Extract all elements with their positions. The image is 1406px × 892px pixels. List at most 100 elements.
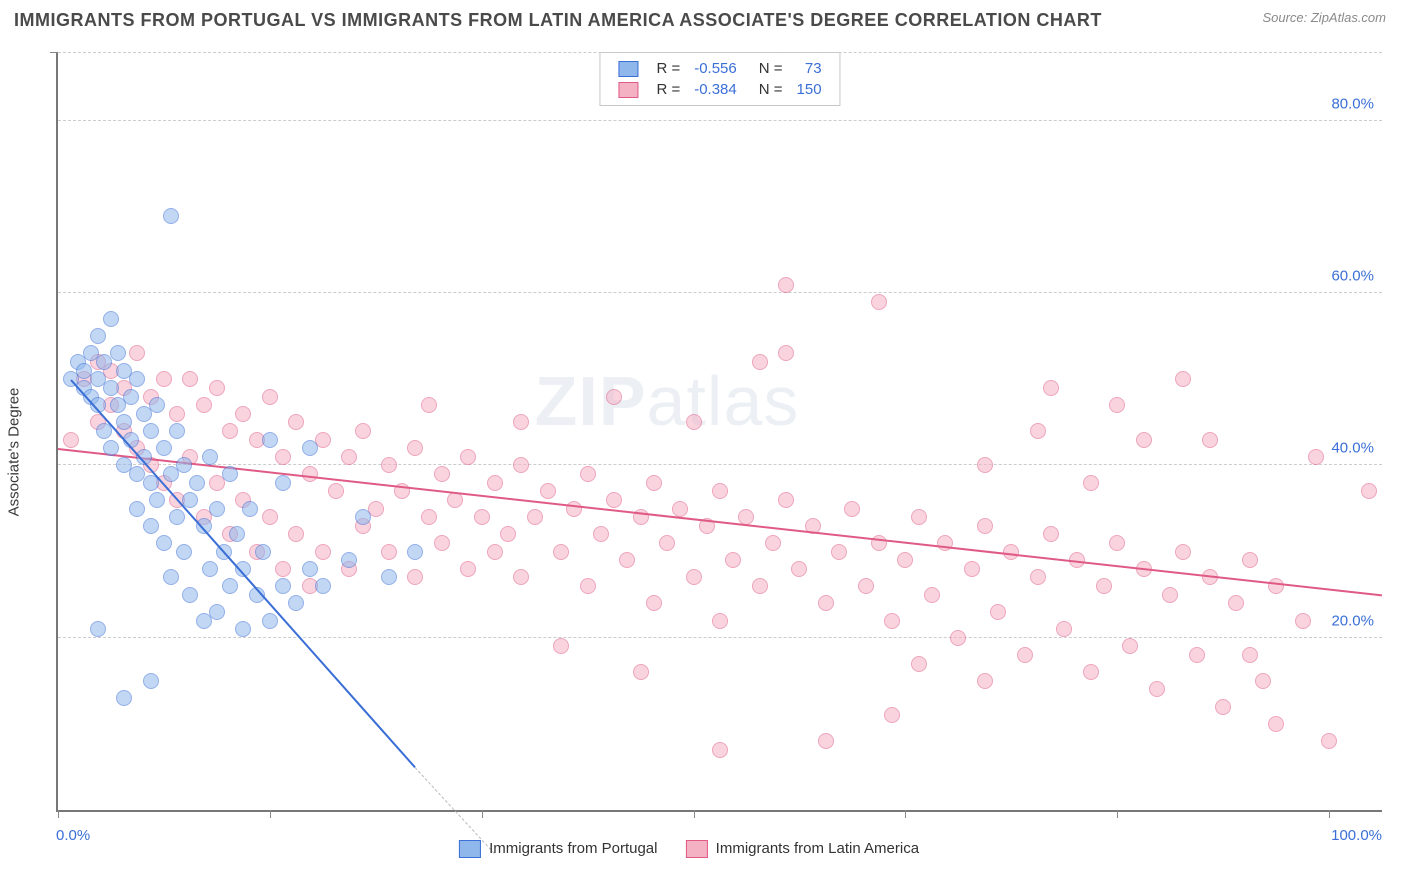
- scatter-point-latin: [1361, 483, 1377, 499]
- scatter-point-latin: [897, 552, 913, 568]
- scatter-point-latin: [659, 535, 675, 551]
- legend-r-value-latin: -0.384: [688, 80, 743, 99]
- scatter-point-latin: [765, 535, 781, 551]
- scatter-point-portugal: [302, 561, 318, 577]
- scatter-point-latin: [355, 423, 371, 439]
- watermark-rest: atlas: [647, 362, 800, 440]
- scatter-point-latin: [275, 561, 291, 577]
- scatter-point-portugal: [123, 389, 139, 405]
- scatter-point-latin: [752, 578, 768, 594]
- scatter-point-portugal: [189, 475, 205, 491]
- scatter-point-latin: [63, 432, 79, 448]
- scatter-point-portugal: [110, 345, 126, 361]
- scatter-point-latin: [1175, 371, 1191, 387]
- source-attribution: Source: ZipAtlas.com: [1262, 10, 1386, 25]
- watermark: ZIPatlas: [535, 361, 800, 441]
- scatter-point-portugal: [156, 440, 172, 456]
- scatter-point-latin: [778, 492, 794, 508]
- legend-bottom-item-portugal: Immigrants from Portugal: [459, 840, 658, 857]
- scatter-point-latin: [977, 518, 993, 534]
- scatter-point-latin: [235, 406, 251, 422]
- scatter-point-latin: [182, 371, 198, 387]
- scatter-point-latin: [1083, 475, 1099, 491]
- scatter-point-latin: [593, 526, 609, 542]
- scatter-point-latin: [580, 466, 596, 482]
- scatter-point-latin: [553, 638, 569, 654]
- scatter-point-latin: [1268, 716, 1284, 732]
- y-tick-label: 80.0%: [1331, 95, 1374, 112]
- scatter-point-latin: [752, 354, 768, 370]
- scatter-point-latin: [288, 414, 304, 430]
- y-tick-label: 60.0%: [1331, 268, 1374, 285]
- series-legend: Immigrants from Portugal Immigrants from…: [459, 840, 947, 858]
- legend-r-label: R =: [650, 59, 686, 78]
- scatter-point-portugal: [209, 604, 225, 620]
- scatter-point-latin: [580, 578, 596, 594]
- scatter-point-portugal: [149, 397, 165, 413]
- scatter-point-latin: [487, 475, 503, 491]
- scatter-point-latin: [302, 466, 318, 482]
- gridline: [58, 464, 1382, 465]
- y-tick-mark: [50, 52, 58, 53]
- scatter-point-latin: [686, 414, 702, 430]
- chart-area: Associate's Degree ZIPatlas R =-0.556N =…: [14, 42, 1392, 862]
- legend-bottom-item-latin: Immigrants from Latin America: [685, 840, 919, 857]
- scatter-point-latin: [500, 526, 516, 542]
- scatter-point-latin: [407, 440, 423, 456]
- scatter-point-latin: [566, 501, 582, 517]
- scatter-point-portugal: [275, 578, 291, 594]
- x-tick-mark: [1329, 810, 1330, 818]
- scatter-point-portugal: [202, 449, 218, 465]
- scatter-point-latin: [646, 595, 662, 611]
- scatter-point-portugal: [381, 569, 397, 585]
- scatter-point-portugal: [275, 475, 291, 491]
- scatter-point-latin: [672, 501, 688, 517]
- scatter-point-latin: [712, 613, 728, 629]
- scatter-point-latin: [1109, 397, 1125, 413]
- gridline: [58, 120, 1382, 121]
- scatter-point-portugal: [90, 621, 106, 637]
- scatter-point-latin: [844, 501, 860, 517]
- scatter-point-latin: [487, 544, 503, 560]
- scatter-point-portugal: [407, 544, 423, 560]
- scatter-point-latin: [871, 294, 887, 310]
- scatter-point-latin: [262, 389, 278, 405]
- scatter-point-portugal: [288, 595, 304, 611]
- scatter-point-latin: [156, 371, 172, 387]
- scatter-point-portugal: [156, 535, 172, 551]
- scatter-point-latin: [129, 345, 145, 361]
- scatter-point-latin: [884, 707, 900, 723]
- scatter-point-latin: [1109, 535, 1125, 551]
- legend-row-latin: R =-0.384N =150: [612, 80, 827, 99]
- y-tick-label: 40.0%: [1331, 440, 1374, 457]
- scatter-point-latin: [778, 345, 794, 361]
- scatter-point-portugal: [222, 466, 238, 482]
- x-tick-mark: [482, 810, 483, 818]
- scatter-point-latin: [209, 380, 225, 396]
- scatter-point-latin: [288, 526, 304, 542]
- scatter-point-latin: [527, 509, 543, 525]
- scatter-point-latin: [474, 509, 490, 525]
- scatter-point-portugal: [315, 578, 331, 594]
- scatter-point-latin: [977, 457, 993, 473]
- scatter-point-portugal: [103, 380, 119, 396]
- scatter-point-latin: [884, 613, 900, 629]
- scatter-point-portugal: [176, 457, 192, 473]
- scatter-point-latin: [1175, 544, 1191, 560]
- scatter-point-portugal: [235, 621, 251, 637]
- scatter-point-portugal: [116, 690, 132, 706]
- x-tick-mark: [905, 810, 906, 818]
- scatter-point-portugal: [143, 673, 159, 689]
- scatter-point-portugal: [355, 509, 371, 525]
- scatter-point-portugal: [129, 371, 145, 387]
- source-name: ZipAtlas.com: [1311, 10, 1386, 25]
- scatter-point-portugal: [222, 578, 238, 594]
- correlation-legend: R =-0.556N =73R =-0.384N =150: [599, 52, 840, 106]
- gridline: [58, 292, 1382, 293]
- scatter-point-latin: [725, 552, 741, 568]
- scatter-point-latin: [858, 578, 874, 594]
- scatter-point-latin: [421, 397, 437, 413]
- scatter-point-latin: [1149, 681, 1165, 697]
- scatter-point-latin: [381, 457, 397, 473]
- gridline: [58, 637, 1382, 638]
